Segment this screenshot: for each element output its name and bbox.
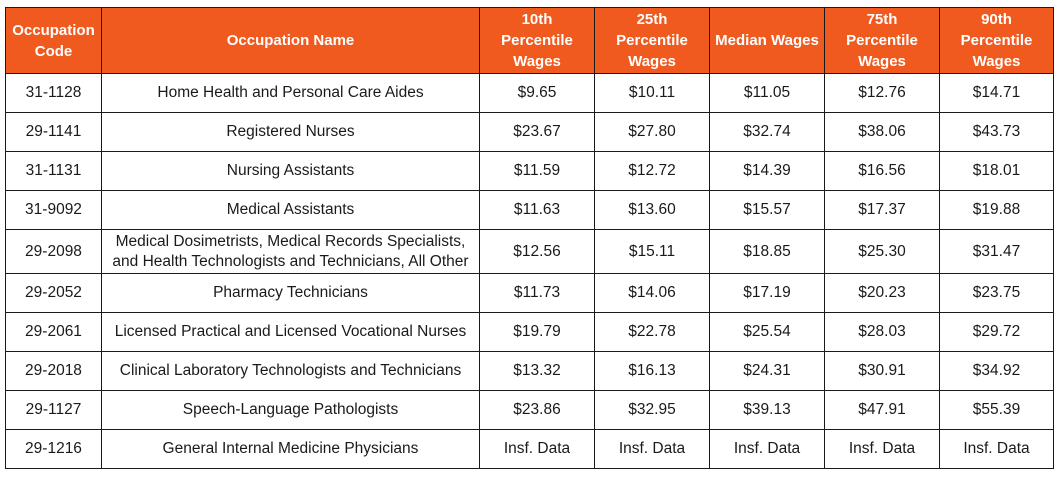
p75-wage-cell: $47.91 xyxy=(824,390,940,430)
occupation-name-cell: Speech-Language Pathologists xyxy=(101,390,480,430)
occupation-name-cell: General Internal Medicine Physicians xyxy=(101,429,480,469)
p25-wage-cell: $10.11 xyxy=(594,73,710,113)
p25-wage-cell: $22.78 xyxy=(594,312,710,352)
p90-wage-cell: Insf. Data xyxy=(939,429,1054,469)
occupation-name-cell: Clinical Laboratory Technologists and Te… xyxy=(101,351,480,391)
median-wage-cell: $25.54 xyxy=(709,312,825,352)
p75-wage-cell: $30.91 xyxy=(824,351,940,391)
median-wage-cell: $24.31 xyxy=(709,351,825,391)
p10-wage-cell: $13.32 xyxy=(479,351,595,391)
occupation-code-cell: 31-9092 xyxy=(5,190,102,230)
table-row: 31-9092 Medical Assistants $11.63 $13.60 $15… xyxy=(5,190,1054,230)
header-10th-percentile: 10th Percentile Wages xyxy=(479,7,595,74)
p10-wage-cell: $11.73 xyxy=(479,273,595,313)
p25-wage-cell: $27.80 xyxy=(594,112,710,152)
occupation-code-cell: 29-1141 xyxy=(5,112,102,152)
p10-wage-cell: $12.56 xyxy=(479,229,595,274)
p25-wage-cell: $14.06 xyxy=(594,273,710,313)
table-row: 29-2052 Pharmacy Technicians $11.73 $14.06 $… xyxy=(5,273,1054,313)
p25-wage-cell: $32.95 xyxy=(594,390,710,430)
median-wage-cell: Insf. Data xyxy=(709,429,825,469)
p10-wage-cell: $11.63 xyxy=(479,190,595,230)
p75-wage-cell: $25.30 xyxy=(824,229,940,274)
p25-wage-cell: $12.72 xyxy=(594,151,710,191)
table-row: 29-1127 Speech-Language Pathologists $23.8… xyxy=(5,390,1054,430)
p75-wage-cell: $28.03 xyxy=(824,312,940,352)
wage-table-container: Occupation Code Occupation Name 10th Perce… xyxy=(5,7,1054,469)
header-occupation-name: Occupation Name xyxy=(101,7,480,74)
p25-wage-cell: $16.13 xyxy=(594,351,710,391)
p10-wage-cell: $11.59 xyxy=(479,151,595,191)
occupation-name-cell: Home Health and Personal Care Aides xyxy=(101,73,480,113)
table-row: 29-1216 General Internal Medicine Physici… xyxy=(5,429,1054,469)
p10-wage-cell: $23.67 xyxy=(479,112,595,152)
occupation-code-cell: 31-1128 xyxy=(5,73,102,113)
p90-wage-cell: $34.92 xyxy=(939,351,1054,391)
p90-wage-cell: $18.01 xyxy=(939,151,1054,191)
p90-wage-cell: $19.88 xyxy=(939,190,1054,230)
occupation-name-cell: Pharmacy Technicians xyxy=(101,273,480,313)
table-header: Occupation Code Occupation Name 10th Perce… xyxy=(5,7,1054,74)
p90-wage-cell: $14.71 xyxy=(939,73,1054,113)
p90-wage-cell: $43.73 xyxy=(939,112,1054,152)
p10-wage-cell: Insf. Data xyxy=(479,429,595,469)
p75-wage-cell: $38.06 xyxy=(824,112,940,152)
table-body: 31-1128 Home Health and Personal Care Aid… xyxy=(5,73,1054,469)
p75-wage-cell: Insf. Data xyxy=(824,429,940,469)
p75-wage-cell: $20.23 xyxy=(824,273,940,313)
table-row: 31-1131 Nursing Assistants $11.59 $12.72 $14… xyxy=(5,151,1054,191)
p90-wage-cell: $55.39 xyxy=(939,390,1054,430)
occupation-name-cell: Licensed Practical and Licensed Vocation… xyxy=(101,312,480,352)
p90-wage-cell: $23.75 xyxy=(939,273,1054,313)
occupation-code-cell: 29-2061 xyxy=(5,312,102,352)
wage-table: Occupation Code Occupation Name 10th Perce… xyxy=(5,7,1054,469)
median-wage-cell: $18.85 xyxy=(709,229,825,274)
occupation-code-cell: 29-2098 xyxy=(5,229,102,274)
p75-wage-cell: $17.37 xyxy=(824,190,940,230)
occupation-code-cell: 29-2018 xyxy=(5,351,102,391)
p10-wage-cell: $23.86 xyxy=(479,390,595,430)
median-wage-cell: $17.19 xyxy=(709,273,825,313)
table-row: 29-2061 Licensed Practical and Licensed V… xyxy=(5,312,1054,352)
median-wage-cell: $39.13 xyxy=(709,390,825,430)
occupation-code-cell: 29-2052 xyxy=(5,273,102,313)
header-row: Occupation Code Occupation Name 10th Perce… xyxy=(5,7,1054,74)
p25-wage-cell: $15.11 xyxy=(594,229,710,274)
p90-wage-cell: $29.72 xyxy=(939,312,1054,352)
p75-wage-cell: $16.56 xyxy=(824,151,940,191)
table-row: 29-2098 Medical Dosimetrists, Medical Rec… xyxy=(5,229,1054,274)
table-row: 29-1141 Registered Nurses $23.67 $27.80 $32.… xyxy=(5,112,1054,152)
header-75th-percentile: 75th Percentile Wages xyxy=(824,7,940,74)
header-median: Median Wages xyxy=(709,7,825,74)
median-wage-cell: $32.74 xyxy=(709,112,825,152)
median-wage-cell: $14.39 xyxy=(709,151,825,191)
median-wage-cell: $15.57 xyxy=(709,190,825,230)
occupation-code-cell: 29-1127 xyxy=(5,390,102,430)
p10-wage-cell: $9.65 xyxy=(479,73,595,113)
header-occupation-code: Occupation Code xyxy=(5,7,102,74)
table-row: 31-1128 Home Health and Personal Care Aid… xyxy=(5,73,1054,113)
header-25th-percentile: 25th Percentile Wages xyxy=(594,7,710,74)
occupation-name-cell: Registered Nurses xyxy=(101,112,480,152)
p75-wage-cell: $12.76 xyxy=(824,73,940,113)
occupation-name-cell: Nursing Assistants xyxy=(101,151,480,191)
table-row: 29-2018 Clinical Laboratory Technologists… xyxy=(5,351,1054,391)
occupation-code-cell: 31-1131 xyxy=(5,151,102,191)
p25-wage-cell: Insf. Data xyxy=(594,429,710,469)
p10-wage-cell: $19.79 xyxy=(479,312,595,352)
p25-wage-cell: $13.60 xyxy=(594,190,710,230)
occupation-name-cell: Medical Assistants xyxy=(101,190,480,230)
occupation-name-cell: Medical Dosimetrists, Medical Records Sp… xyxy=(101,229,480,274)
header-90th-percentile: 90th Percentile Wages xyxy=(939,7,1054,74)
occupation-code-cell: 29-1216 xyxy=(5,429,102,469)
median-wage-cell: $11.05 xyxy=(709,73,825,113)
p90-wage-cell: $31.47 xyxy=(939,229,1054,274)
